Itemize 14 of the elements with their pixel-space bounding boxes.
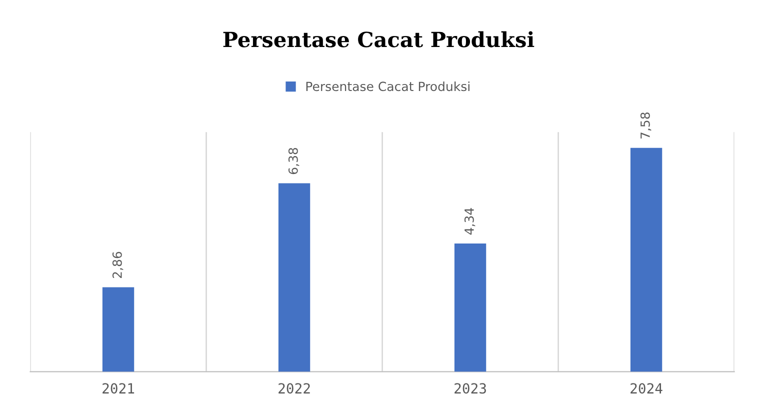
bar — [278, 183, 310, 372]
data-label: 7,58 — [640, 112, 652, 138]
x-tick-label: 2021 — [102, 383, 134, 394]
bar — [630, 148, 662, 372]
bar — [102, 287, 134, 372]
data-label: 4,34 — [464, 208, 476, 235]
x-tick-label: 2022 — [278, 383, 310, 394]
data-label: 2,86 — [112, 252, 124, 278]
bar — [454, 244, 486, 372]
data-label: 6,38 — [288, 148, 300, 174]
legend-label: Persentase Cacat Produksi — [306, 81, 470, 92]
x-tick-label: 2024 — [630, 383, 662, 394]
chart-title: Persentase Cacat Produksi — [223, 31, 534, 48]
x-tick-label: 2023 — [454, 383, 486, 394]
